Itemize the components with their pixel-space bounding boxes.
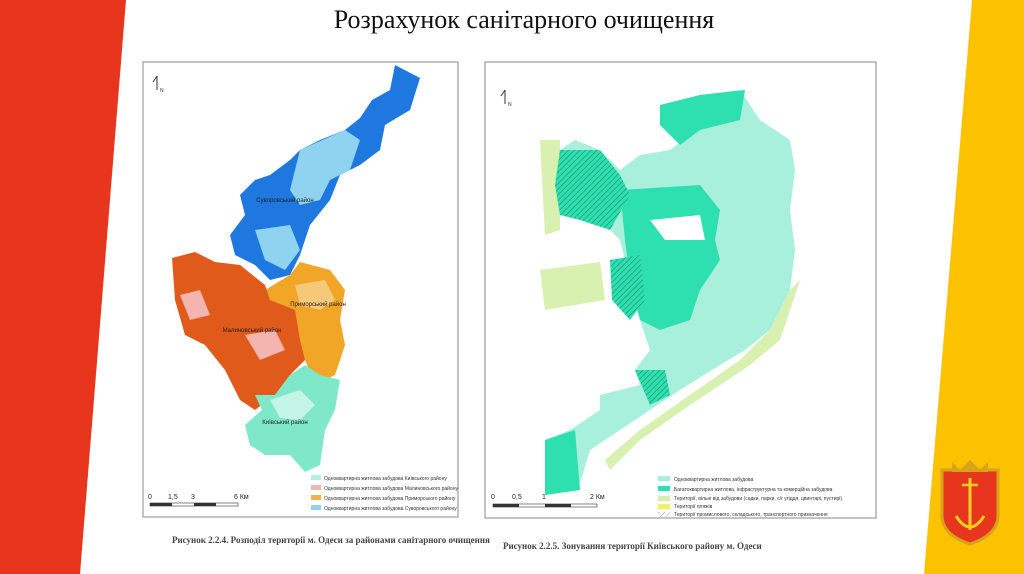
- scale-label: 0: [491, 494, 495, 501]
- left-north-arrow: [152, 75, 158, 90]
- multi-family-zone: [635, 370, 670, 405]
- free-territory: [540, 262, 605, 310]
- legend-label: Території пляжів: [674, 504, 713, 510]
- right-north-arrow: [500, 89, 506, 104]
- kyivskyi-light: [270, 390, 315, 420]
- yellow-stripe: [924, 0, 1024, 574]
- legend-swatch: [311, 475, 321, 480]
- legend-label: Багатоквартирна житлова, інфраструктурна…: [674, 486, 833, 493]
- free-territory: [540, 140, 560, 235]
- right-scale-bar: [492, 503, 598, 508]
- legend-swatch: [311, 485, 321, 490]
- malynovskyi-district: [172, 252, 305, 410]
- shape: [545, 504, 571, 507]
- scale-label: 1: [542, 494, 546, 501]
- north-label: N: [160, 88, 164, 94]
- scale-label: 6 Км: [234, 494, 249, 501]
- legend-swatch: [658, 476, 670, 481]
- legend-swatch: [311, 495, 321, 500]
- district-label: Малиновський район: [223, 327, 282, 334]
- beach-strip: [605, 280, 800, 470]
- malynovskyi-light: [180, 290, 210, 320]
- scale-label: 0: [148, 494, 152, 501]
- legend-swatch: [658, 512, 670, 517]
- multi-family-zone: [660, 90, 745, 145]
- malynovskyi-light: [245, 330, 285, 360]
- legend-swatch: [658, 504, 670, 509]
- legend-label: Одноквартирна житлова забудова Приморськ…: [324, 495, 456, 502]
- legend-swatch: [658, 496, 670, 501]
- shape: [152, 75, 158, 83]
- scale-label: 0,5: [512, 494, 522, 501]
- legend-label: Одноквартирна житлова забудова Київськог…: [324, 475, 447, 482]
- shape: [952, 460, 988, 472]
- slide-title: Розрахунок санітарного очищення: [334, 5, 715, 34]
- legend-swatch: [658, 486, 670, 491]
- legend-label: Одноквартирна житлова забудова Суворовсь…: [324, 505, 457, 512]
- prymorskyi-light: [295, 280, 335, 310]
- multi-family-zone: [610, 255, 645, 320]
- caption: Рисунок 2.2.4. Розподіл території м. Оде…: [172, 535, 490, 545]
- north-label: N: [508, 102, 512, 108]
- scale-label: 1,5: [168, 494, 178, 501]
- district-label: Київський район: [262, 419, 307, 426]
- caption: Рисунок 2.2.5. Зонування території Київс…: [503, 541, 762, 551]
- shape: [194, 503, 216, 506]
- multi-family-zone: [545, 430, 580, 495]
- free-territory: [650, 215, 705, 240]
- multi-family-zone: [555, 150, 630, 230]
- shape: [493, 504, 519, 507]
- legend-swatch: [311, 505, 321, 510]
- legend-label: Території промислового, складського, тра…: [674, 512, 828, 518]
- scale-label: 3: [191, 494, 195, 501]
- left-scale-bar: [149, 502, 239, 507]
- shape: [954, 515, 986, 529]
- district-label: Приморський район: [290, 301, 346, 308]
- legend-label: Одноквартирна житлова забудова Малиновсь…: [324, 485, 459, 492]
- shape: [500, 89, 506, 97]
- shape: [150, 503, 172, 506]
- scale-label: 2 Км: [590, 494, 605, 501]
- legend-label: Одноквартирна житлова забудова: [674, 477, 754, 483]
- red-stripe: [0, 0, 126, 574]
- suvorovskyi-light: [255, 225, 300, 270]
- suvorovskyi-light: [290, 130, 360, 205]
- district-label: Суворовський район: [256, 197, 313, 204]
- legend-label: Території, вільні від забудови (садки, п…: [674, 496, 842, 502]
- coat-of-arms: [940, 460, 1000, 546]
